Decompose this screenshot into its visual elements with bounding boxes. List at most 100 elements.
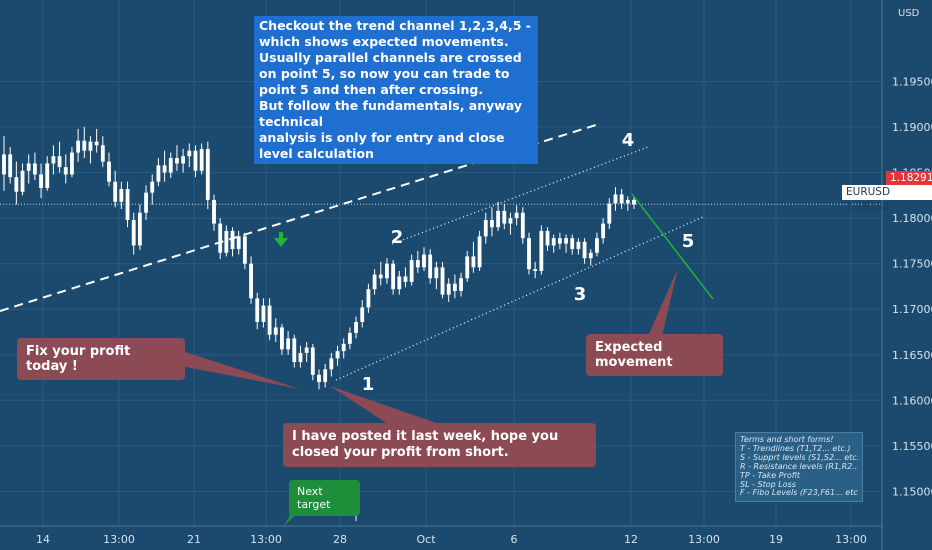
candle-body: [483, 219, 488, 237]
candle-body: [2, 154, 6, 175]
wave-point-1: 1: [362, 374, 375, 395]
time-tick-label: Oct: [416, 533, 436, 546]
candle: [372, 269, 377, 295]
candle-body: [76, 140, 81, 153]
candle: [236, 230, 241, 255]
candle-body: [230, 230, 235, 250]
candle-body: [236, 236, 241, 250]
candle-body: [385, 263, 389, 279]
candle: [181, 148, 186, 173]
wave-point-5: 5: [682, 231, 695, 252]
candle: [557, 232, 562, 250]
candle-body: [317, 374, 321, 383]
candle: [514, 205, 519, 226]
price-tick-label: 1.19000: [892, 121, 932, 134]
candle: [391, 260, 396, 295]
candle: [187, 143, 192, 168]
lower-channel-line: [335, 215, 706, 381]
candle-body: [632, 199, 636, 205]
candle-body: [26, 163, 31, 171]
candle: [150, 174, 155, 205]
time-tick-label: 13:00: [835, 533, 867, 546]
candle-body: [415, 260, 420, 268]
candle: [354, 316, 358, 339]
channel-explanation-note[interactable]: Checkout the trend channel 1,2,3,4,5 - w…: [254, 16, 538, 164]
candle: [588, 249, 593, 266]
time-axis[interactable]: 14 13:00 21 13:00 28 Oct 6 12 13:00 19 13:00: [0, 525, 882, 546]
candle-body: [51, 156, 56, 164]
candle-body: [619, 194, 624, 204]
legend-title: Terms and short forms!: [740, 436, 834, 444]
grid: [0, 0, 882, 526]
candle-body: [94, 141, 99, 146]
candle-body: [551, 238, 556, 246]
candle-body: [107, 161, 111, 182]
candle-body: [304, 347, 309, 353]
candle: [193, 145, 198, 178]
candle-body: [459, 278, 463, 292]
candle: [625, 196, 630, 211]
candle-body: [218, 223, 223, 253]
candle: [261, 298, 266, 328]
candle-body: [199, 148, 204, 171]
expected-movement-line: [631, 193, 714, 300]
candle: [57, 141, 62, 173]
candles: [2, 127, 636, 390]
candle-body: [224, 230, 229, 253]
candle: [168, 152, 173, 179]
terms-legend: Terms and short forms! T - Trendlines (T…: [735, 432, 863, 502]
candle: [298, 345, 303, 368]
expected-movement-note[interactable]: Expected movement: [586, 334, 723, 376]
fix-profit-note[interactable]: Fix your profit today !: [17, 338, 185, 380]
candle: [249, 256, 253, 304]
wave-labels: 1 2 3 4 5: [362, 130, 695, 395]
legend-line-resistance: R - Resistance levels (R1,R2... etc.): [740, 462, 858, 471]
candle: [335, 345, 340, 366]
candle: [601, 218, 606, 244]
candle: [471, 241, 476, 273]
price-axis[interactable]: 1.195001.190001.185001.180001.175001.170…: [881, 0, 932, 550]
candle: [422, 247, 426, 271]
candle-body: [242, 236, 247, 264]
candle: [175, 145, 179, 171]
candle-body: [144, 192, 148, 213]
candle: [107, 152, 111, 187]
time-tick-label: 21: [187, 533, 201, 546]
candle-body: [625, 199, 630, 204]
candle-body: [576, 241, 581, 250]
candle: [496, 201, 501, 231]
candle-body: [409, 260, 414, 282]
candle: [292, 334, 297, 368]
candle-body: [329, 358, 334, 370]
candle: [317, 369, 321, 390]
candle: [76, 128, 81, 162]
next-target-note[interactable]: Next target: [289, 480, 360, 516]
posted-last-week-note[interactable]: I have posted it last week, hope you clo…: [283, 423, 596, 467]
candle: [483, 212, 488, 244]
candle-body: [477, 236, 482, 268]
candle-body: [32, 163, 37, 175]
candle-body: [131, 219, 136, 246]
candle-body: [193, 150, 198, 171]
candle: [304, 342, 309, 363]
last-price-value: 1.18152: [846, 201, 890, 213]
candle: [570, 234, 575, 255]
candle: [63, 154, 68, 184]
candle-body: [298, 352, 303, 363]
candle-body: [113, 181, 118, 202]
candle-body: [502, 210, 507, 224]
candle: [619, 188, 624, 210]
candle: [137, 204, 142, 251]
candle: [409, 254, 414, 286]
candle-body: [205, 148, 210, 200]
candle: [70, 147, 74, 178]
candle-body: [557, 238, 562, 244]
candle: [212, 194, 216, 231]
candle: [267, 298, 272, 341]
candle-body: [187, 150, 192, 157]
candle: [360, 300, 365, 328]
candle: [329, 352, 334, 377]
time-tick-label: 12: [624, 533, 638, 546]
candle-body: [255, 298, 260, 322]
